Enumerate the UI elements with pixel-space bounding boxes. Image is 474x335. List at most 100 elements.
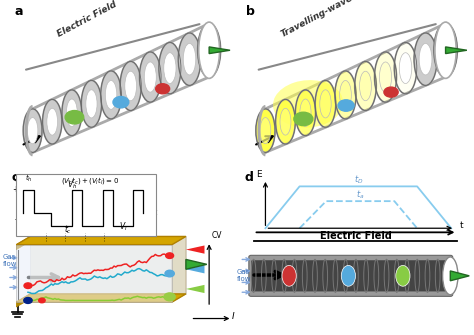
Ellipse shape xyxy=(62,90,82,136)
Ellipse shape xyxy=(374,52,397,102)
Text: $V_h$: $V_h$ xyxy=(67,178,77,191)
Text: Gas
flow: Gas flow xyxy=(237,269,252,282)
FancyBboxPatch shape xyxy=(249,255,453,296)
Circle shape xyxy=(113,96,129,108)
Text: +: + xyxy=(12,185,19,194)
Ellipse shape xyxy=(125,71,137,101)
Ellipse shape xyxy=(66,99,77,127)
Text: b: b xyxy=(246,5,255,18)
Ellipse shape xyxy=(340,80,351,109)
Ellipse shape xyxy=(275,99,295,144)
Circle shape xyxy=(338,100,354,111)
Ellipse shape xyxy=(419,44,432,75)
Circle shape xyxy=(166,253,173,259)
Ellipse shape xyxy=(282,265,296,286)
Ellipse shape xyxy=(27,118,38,144)
Text: t: t xyxy=(154,208,157,217)
FancyBboxPatch shape xyxy=(251,260,450,291)
Ellipse shape xyxy=(82,80,101,127)
Polygon shape xyxy=(186,246,204,254)
Text: $t_c$: $t_c$ xyxy=(64,224,72,237)
Text: Electric Field: Electric Field xyxy=(56,0,118,39)
Ellipse shape xyxy=(443,257,458,295)
Ellipse shape xyxy=(315,80,336,127)
Ellipse shape xyxy=(159,43,181,94)
Ellipse shape xyxy=(105,80,117,109)
Text: Travelling-wave: Travelling-wave xyxy=(280,0,355,39)
Text: $t_h$: $t_h$ xyxy=(25,173,32,185)
Circle shape xyxy=(165,270,174,277)
Ellipse shape xyxy=(198,23,220,77)
Ellipse shape xyxy=(139,52,161,102)
Ellipse shape xyxy=(300,99,311,127)
Ellipse shape xyxy=(434,23,457,77)
Circle shape xyxy=(65,111,84,124)
Ellipse shape xyxy=(273,80,343,128)
Text: E: E xyxy=(256,171,262,179)
Polygon shape xyxy=(450,271,469,281)
Ellipse shape xyxy=(399,53,412,83)
Ellipse shape xyxy=(47,108,57,135)
Circle shape xyxy=(39,298,45,303)
Text: $t_D$: $t_D$ xyxy=(354,174,363,187)
Text: d: d xyxy=(244,171,253,184)
Ellipse shape xyxy=(120,61,141,111)
Polygon shape xyxy=(186,285,204,293)
Ellipse shape xyxy=(359,71,372,101)
Text: $V_l$: $V_l$ xyxy=(118,220,128,232)
Ellipse shape xyxy=(178,33,201,85)
Text: $t_a$: $t_a$ xyxy=(356,189,365,201)
Text: V: V xyxy=(15,179,21,188)
Polygon shape xyxy=(16,294,30,307)
Ellipse shape xyxy=(144,62,156,92)
Ellipse shape xyxy=(199,22,219,78)
Polygon shape xyxy=(209,47,230,54)
Ellipse shape xyxy=(164,53,176,83)
Ellipse shape xyxy=(394,43,417,94)
Ellipse shape xyxy=(355,61,376,111)
Text: a: a xyxy=(14,5,23,18)
Circle shape xyxy=(24,283,32,288)
Text: t: t xyxy=(460,221,464,230)
FancyBboxPatch shape xyxy=(16,174,155,237)
Ellipse shape xyxy=(86,90,97,118)
Ellipse shape xyxy=(203,34,216,66)
Ellipse shape xyxy=(435,22,456,78)
Polygon shape xyxy=(16,294,186,302)
Ellipse shape xyxy=(335,71,356,119)
Polygon shape xyxy=(186,265,204,273)
Ellipse shape xyxy=(295,90,316,136)
Polygon shape xyxy=(16,237,30,250)
Circle shape xyxy=(384,87,398,97)
Ellipse shape xyxy=(256,109,275,152)
Ellipse shape xyxy=(260,118,271,144)
Ellipse shape xyxy=(320,90,331,118)
Text: $I$: $I$ xyxy=(231,310,236,321)
Ellipse shape xyxy=(414,33,437,85)
Polygon shape xyxy=(172,237,186,302)
Text: Electric Field: Electric Field xyxy=(319,231,392,242)
Ellipse shape xyxy=(396,265,410,286)
Ellipse shape xyxy=(379,62,392,92)
Ellipse shape xyxy=(439,34,452,66)
Ellipse shape xyxy=(341,265,356,286)
Circle shape xyxy=(294,112,313,126)
Polygon shape xyxy=(446,47,467,54)
Text: -: - xyxy=(14,215,17,224)
Polygon shape xyxy=(16,237,186,245)
Ellipse shape xyxy=(23,109,42,152)
Text: Gas
flow: Gas flow xyxy=(2,254,17,267)
Ellipse shape xyxy=(101,71,121,119)
Polygon shape xyxy=(30,237,186,294)
Circle shape xyxy=(164,293,175,301)
Ellipse shape xyxy=(280,108,291,135)
Text: CV: CV xyxy=(211,231,222,240)
Text: $(V_ct_c)+(V_lt_l) = 0$: $(V_ct_c)+(V_lt_l) = 0$ xyxy=(61,175,119,186)
Ellipse shape xyxy=(183,44,196,75)
Circle shape xyxy=(24,297,32,304)
Text: c: c xyxy=(12,171,19,184)
Polygon shape xyxy=(186,259,207,269)
Circle shape xyxy=(155,84,170,94)
Polygon shape xyxy=(16,245,172,302)
Ellipse shape xyxy=(43,99,62,144)
